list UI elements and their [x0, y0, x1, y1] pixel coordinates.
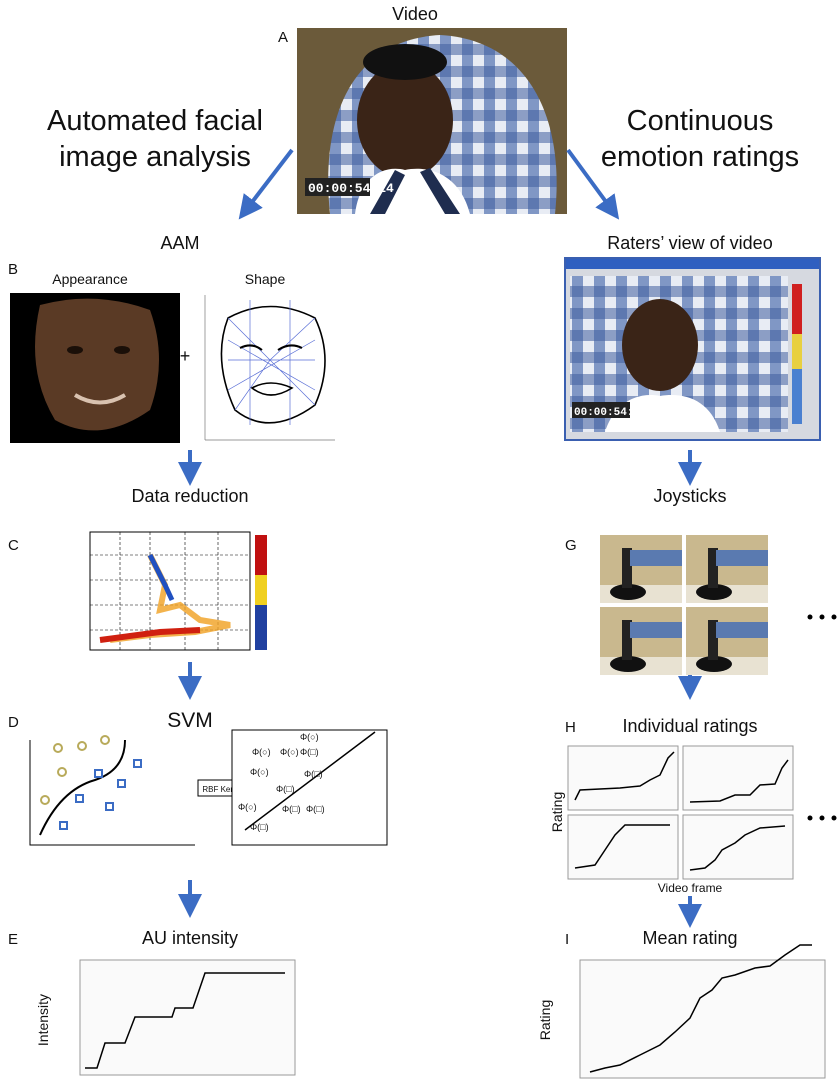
ellipse-shape [363, 44, 447, 80]
au-plot [80, 960, 295, 1075]
individual-plots [568, 746, 837, 879]
branch-title: image analysis [59, 141, 251, 173]
mapped-point: Φ(□) [282, 804, 301, 814]
rect-shape [792, 334, 802, 369]
rect-shape [255, 535, 267, 575]
path-shape [228, 300, 315, 425]
branch-title: Continuous [627, 105, 774, 137]
rect-shape [106, 803, 113, 810]
mapped-point: Φ(○) [280, 747, 299, 757]
rect-shape [568, 746, 678, 810]
panel-label: G [565, 537, 577, 554]
rect-shape [566, 259, 819, 269]
panel-label: B [8, 261, 18, 278]
section-title: SVM [167, 709, 213, 732]
path-shape [40, 740, 125, 835]
circle-shape [41, 796, 49, 804]
axis-label: Intensity [35, 994, 51, 1046]
panel-label: C [8, 537, 19, 554]
section-title: Data reduction [131, 486, 248, 506]
mapped-point: Φ(□) [276, 784, 295, 794]
mapped-point: Φ(○) [238, 802, 257, 812]
circle-shape [78, 742, 86, 750]
rect-shape [134, 760, 141, 767]
appearance-image [10, 293, 180, 443]
line-shape [246, 150, 292, 210]
mean-plot [580, 945, 825, 1078]
rect-shape [792, 284, 802, 334]
section-title: Mean rating [642, 928, 737, 948]
g-shape [600, 535, 682, 603]
circle-shape [820, 816, 825, 821]
panel-label: A [278, 29, 288, 46]
axis-label: Video frame [658, 881, 723, 895]
circle-shape [54, 744, 62, 752]
timecode: 00:00:54:14 [574, 407, 647, 419]
g-shape [60, 760, 141, 829]
ellipse-shape [67, 346, 83, 354]
circle-shape [832, 615, 837, 620]
rect-shape [95, 770, 102, 777]
rect-shape [683, 746, 793, 810]
rect-shape [580, 960, 825, 1078]
use-shape [686, 607, 768, 675]
section-title: Joysticks [653, 486, 726, 506]
joystick-images [600, 535, 837, 675]
panel-label: H [565, 719, 576, 736]
subtitle: Shape [245, 271, 286, 287]
figure: Video A 00:00:54:14 Automated facial ima… [0, 0, 840, 1089]
plus: + [180, 346, 191, 366]
path-shape [35, 299, 159, 431]
section-title: AU intensity [142, 928, 238, 948]
path-shape [252, 383, 292, 395]
panel-label: D [8, 714, 19, 731]
video-title: Video [392, 4, 438, 24]
branch-title: Automated facial [47, 105, 263, 137]
use-shape [686, 535, 768, 603]
mapped-point: Φ(□) [300, 747, 319, 757]
circle-shape [58, 768, 66, 776]
circle-shape [832, 816, 837, 821]
mapped-point: Φ(□) [304, 769, 323, 779]
path-shape [30, 740, 195, 845]
rect-shape [118, 780, 125, 787]
svm-input [30, 736, 195, 845]
branch-title: emotion ratings [601, 141, 799, 173]
mapped-point: Φ(□) [250, 822, 269, 832]
subtitle: Appearance [52, 271, 128, 287]
section-title: Raters’ view of video [607, 233, 772, 253]
circle-shape [808, 816, 813, 821]
rect-shape [630, 550, 682, 566]
rect-shape [60, 822, 67, 829]
circle-shape [808, 615, 813, 620]
panel-label: E [8, 931, 18, 948]
mapped-point: Φ(○) [250, 767, 269, 777]
timecode: 00:00:54:14 [308, 181, 394, 196]
rect-shape [80, 960, 295, 1075]
mapped-point: Φ(○) [252, 747, 271, 757]
section-title: AAM [160, 233, 199, 253]
use-shape [600, 607, 682, 675]
path-shape [240, 345, 302, 350]
page: { "header": {"title": "Video", "label": … [0, 0, 840, 1089]
ellipse-shape [622, 299, 698, 391]
rect-shape [255, 575, 267, 605]
section-title: Individual ratings [622, 716, 757, 736]
rect-shape [76, 795, 83, 802]
shape-plot [205, 295, 335, 440]
ellipse-shape [114, 346, 130, 354]
mapped-point: Φ(□) [306, 804, 325, 814]
panel-label: I [565, 931, 569, 948]
path-shape [221, 307, 325, 423]
mapped-point: Φ(○) [300, 732, 319, 742]
circle-shape [820, 615, 825, 620]
scatter-plot [90, 532, 267, 650]
axis-label: Rating [549, 792, 565, 832]
circle-shape [101, 736, 109, 744]
axis-label: Rating [537, 1000, 553, 1040]
